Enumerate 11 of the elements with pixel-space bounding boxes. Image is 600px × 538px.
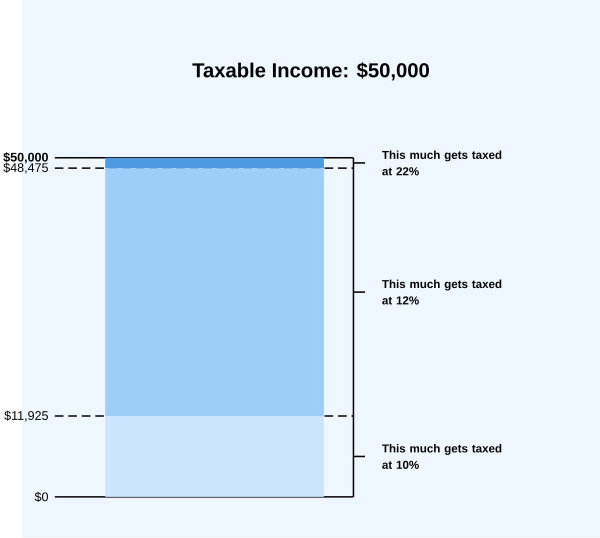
y-tick-label: $48,475: [3, 162, 48, 174]
text: This much gets taxed at 22%: [382, 150, 502, 176]
bar: [105, 168, 324, 416]
chart-title: Taxable Income: $50,000: [192, 62, 429, 81]
y-tick-label: $0: [34, 492, 48, 502]
y-tick-label: $50,000: [3, 152, 48, 164]
bar: [105, 158, 324, 168]
y-tick-label: $11,925: [4, 410, 48, 422]
bar: [105, 416, 324, 498]
text: This much gets taxed at 10%: [382, 444, 502, 470]
text: This much gets taxed at 12%: [382, 280, 502, 305]
